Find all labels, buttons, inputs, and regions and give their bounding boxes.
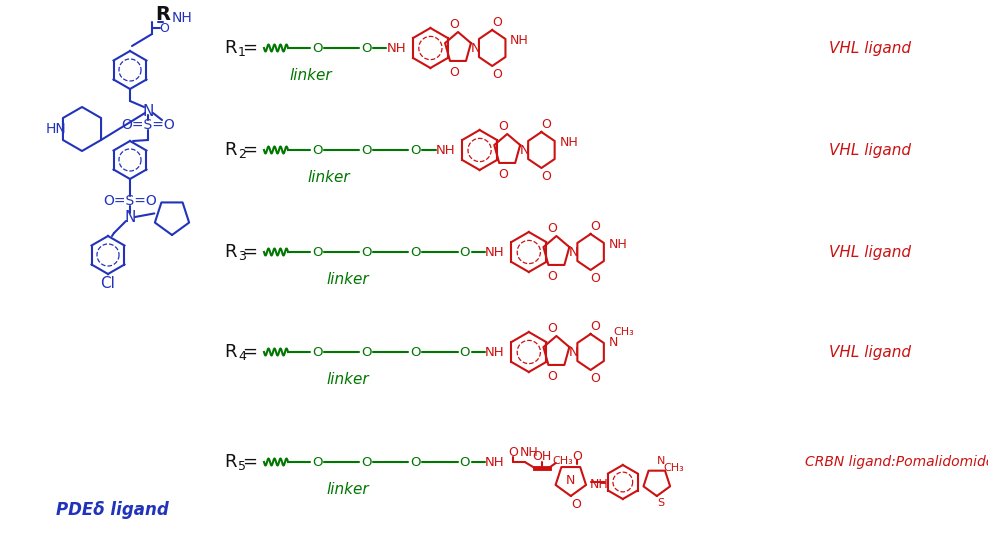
Text: O: O — [312, 42, 322, 55]
Text: O: O — [547, 370, 557, 383]
Text: O: O — [312, 346, 322, 358]
Text: N: N — [520, 143, 530, 157]
Text: O: O — [450, 65, 459, 79]
Text: O: O — [591, 371, 601, 385]
Text: O=S=O: O=S=O — [103, 194, 157, 208]
Text: O: O — [361, 346, 371, 358]
Text: CH₃: CH₃ — [552, 456, 573, 466]
Text: O: O — [410, 143, 421, 157]
Text: O: O — [159, 21, 169, 34]
Text: N: N — [569, 346, 579, 358]
Text: CRBN ligand:Pomalidomide: CRBN ligand:Pomalidomide — [805, 455, 988, 469]
Text: 3: 3 — [238, 250, 246, 264]
Text: O: O — [541, 118, 551, 131]
Text: 5: 5 — [238, 461, 246, 473]
Text: N: N — [142, 103, 154, 118]
Text: O: O — [541, 170, 551, 182]
Text: N: N — [569, 246, 579, 258]
Text: =: = — [242, 453, 258, 471]
Text: O: O — [547, 322, 557, 334]
Text: O: O — [312, 143, 322, 157]
Text: =: = — [242, 343, 258, 361]
Text: O: O — [410, 455, 421, 469]
Text: O: O — [459, 455, 470, 469]
Text: NH: NH — [172, 11, 193, 25]
Text: O: O — [547, 221, 557, 234]
Text: NH: NH — [590, 478, 609, 491]
Text: O: O — [498, 167, 508, 180]
Text: NH: NH — [559, 135, 578, 149]
Text: O: O — [459, 346, 470, 358]
Text: O: O — [312, 246, 322, 258]
Text: OH: OH — [533, 450, 551, 463]
Text: NH: NH — [609, 238, 627, 250]
Text: N: N — [124, 210, 135, 225]
Text: linker: linker — [327, 272, 370, 287]
Text: NH: NH — [485, 346, 505, 358]
Text: 1: 1 — [238, 47, 246, 59]
Text: O=S=O: O=S=O — [122, 118, 175, 132]
Text: N: N — [566, 473, 575, 486]
Text: Cl: Cl — [101, 276, 116, 291]
Text: O: O — [591, 319, 601, 332]
Text: O: O — [312, 455, 322, 469]
Text: linker: linker — [308, 171, 351, 186]
Text: CH₃: CH₃ — [663, 463, 684, 473]
Text: NH: NH — [520, 447, 538, 460]
Text: 4: 4 — [238, 350, 246, 363]
Text: N: N — [470, 42, 480, 55]
Text: NH: NH — [485, 246, 505, 258]
Text: R: R — [223, 243, 236, 261]
Text: O: O — [498, 119, 508, 133]
Text: O: O — [410, 246, 421, 258]
Text: O: O — [547, 270, 557, 282]
Text: O: O — [571, 498, 581, 510]
Text: NH: NH — [485, 455, 505, 469]
Text: VHL ligand: VHL ligand — [829, 41, 911, 56]
Text: R: R — [223, 343, 236, 361]
Text: N: N — [610, 335, 618, 348]
Text: =: = — [242, 243, 258, 261]
Text: O: O — [508, 446, 518, 458]
Text: R: R — [223, 39, 236, 57]
Text: =: = — [242, 141, 258, 159]
Text: CH₃: CH₃ — [614, 327, 634, 337]
Text: VHL ligand: VHL ligand — [829, 142, 911, 157]
Text: N: N — [657, 456, 665, 466]
Text: linker: linker — [327, 372, 370, 387]
Text: O: O — [410, 346, 421, 358]
Text: VHL ligand: VHL ligand — [829, 244, 911, 259]
Text: O: O — [492, 16, 502, 28]
Text: O: O — [572, 449, 582, 462]
Text: O: O — [591, 219, 601, 233]
Text: R: R — [155, 4, 171, 24]
Text: linker: linker — [327, 483, 370, 498]
Text: R: R — [223, 453, 236, 471]
Text: linker: linker — [289, 68, 332, 83]
Text: O: O — [591, 271, 601, 285]
Text: O: O — [361, 455, 371, 469]
Text: NH: NH — [386, 42, 406, 55]
Text: S: S — [657, 498, 664, 508]
Text: 2: 2 — [238, 149, 246, 162]
Text: O: O — [361, 143, 371, 157]
Text: O: O — [361, 246, 371, 258]
Text: R: R — [223, 141, 236, 159]
Text: VHL ligand: VHL ligand — [829, 345, 911, 360]
Text: O: O — [361, 42, 371, 55]
Text: PDEδ ligand: PDEδ ligand — [55, 501, 168, 519]
Text: NH: NH — [510, 34, 529, 47]
Text: O: O — [450, 18, 459, 30]
Text: HN: HN — [45, 122, 66, 136]
Text: O: O — [459, 246, 470, 258]
Text: =: = — [242, 39, 258, 57]
Text: NH: NH — [436, 143, 455, 157]
Text: O: O — [492, 67, 502, 80]
